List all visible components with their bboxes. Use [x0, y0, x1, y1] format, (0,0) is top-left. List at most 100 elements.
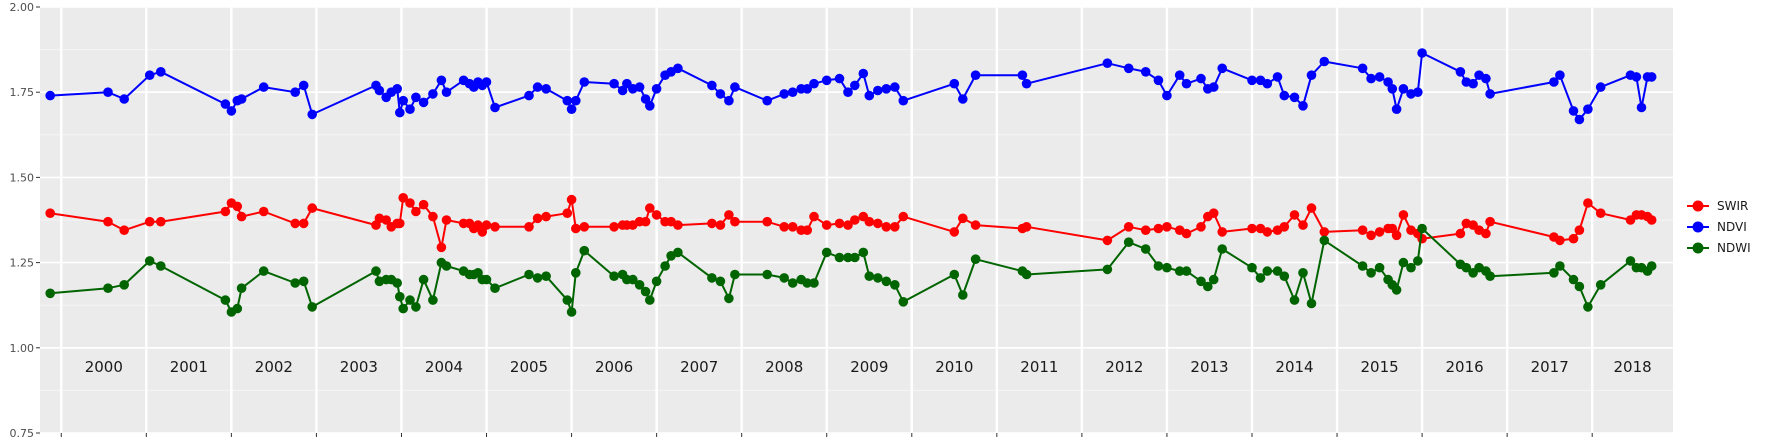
data-point-ndwi	[1398, 257, 1409, 268]
data-point-swir	[762, 216, 772, 227]
data-point-ndvi	[821, 75, 832, 86]
data-point-ndvi	[1555, 70, 1565, 80]
data-point-ndvi	[144, 70, 155, 80]
data-point-ndvi	[898, 95, 909, 106]
data-point-swir	[715, 220, 726, 230]
y-tick-label: 1.50	[10, 171, 35, 184]
data-point-ndwi	[1413, 256, 1423, 266]
data-point-swir	[645, 203, 655, 213]
data-point-ndwi	[802, 278, 812, 288]
year-label: 2010	[935, 358, 973, 376]
data-point-ndvi	[1217, 63, 1227, 74]
data-point-ndwi	[640, 286, 651, 297]
series-ndwi	[45, 223, 1657, 317]
data-point-ndvi	[258, 82, 269, 92]
data-point-ndvi	[541, 84, 551, 94]
legend-key-point	[1692, 200, 1704, 212]
data-point-swir	[881, 222, 892, 232]
data-point-swir	[843, 220, 853, 230]
data-point-ndvi	[1485, 89, 1495, 99]
data-point-ndwi	[1374, 262, 1385, 273]
data-point-ndvi	[307, 109, 318, 120]
data-point-ndvi	[890, 82, 900, 92]
data-point-ndvi	[1413, 87, 1423, 97]
data-point-ndwi	[1319, 235, 1330, 246]
data-point-swir	[307, 203, 318, 213]
data-point-swir	[673, 220, 683, 230]
data-point-ndvi	[1583, 104, 1593, 114]
data-point-ndwi	[634, 280, 645, 290]
legend-key-point	[1692, 242, 1704, 254]
data-point-ndwi	[1298, 268, 1308, 278]
data-point-ndvi	[1631, 72, 1642, 82]
data-point-ndvi	[673, 63, 683, 74]
data-point-ndvi	[634, 82, 645, 92]
data-point-ndwi	[707, 273, 717, 283]
data-point-swir	[481, 220, 492, 230]
data-point-swir	[1153, 223, 1164, 234]
data-point-swir	[220, 206, 231, 217]
year-label: 2016	[1446, 358, 1484, 376]
data-point-swir	[566, 194, 577, 205]
data-point-ndvi	[156, 67, 166, 77]
data-point-ndwi	[673, 247, 683, 258]
data-point-ndwi	[307, 302, 318, 312]
data-point-swir	[1398, 210, 1409, 220]
data-point-swir	[890, 222, 900, 232]
legend-key-point	[1692, 221, 1704, 233]
data-point-ndwi	[809, 278, 819, 288]
data-point-ndvi	[1289, 92, 1300, 103]
data-point-ndwi	[232, 303, 243, 314]
data-point-ndwi	[970, 254, 981, 264]
data-point-swir	[1574, 225, 1585, 235]
data-point-ndwi	[566, 307, 577, 317]
y-tick-label: 2.00	[10, 1, 35, 14]
data-point-ndwi	[1406, 262, 1416, 273]
y-axis: 0.75 1.00 1.25 1.50 1.75 2.00	[10, 1, 40, 440]
data-point-ndvi	[579, 77, 590, 87]
year-label: 2005	[510, 358, 548, 376]
year-label: 2007	[680, 358, 718, 376]
data-point-ndwi	[1555, 261, 1565, 271]
data-point-swir	[898, 211, 909, 222]
data-point-ndwi	[762, 269, 772, 280]
data-point-ndwi	[724, 293, 734, 304]
data-point-ndvi	[1646, 72, 1657, 82]
data-point-ndvi	[958, 94, 968, 104]
data-point-ndvi	[858, 68, 869, 79]
data-point-swir	[236, 211, 247, 222]
year-label: 2003	[340, 358, 378, 376]
data-point-swir	[1568, 233, 1579, 244]
data-point-ndwi	[1549, 268, 1559, 278]
data-point-ndwi	[1153, 261, 1164, 271]
data-point-ndwi	[1625, 256, 1636, 266]
data-point-swir	[156, 216, 166, 227]
data-point-ndvi	[1574, 114, 1585, 125]
series-layer	[45, 48, 1657, 317]
data-point-swir	[1391, 230, 1402, 241]
data-point-swir	[298, 218, 309, 229]
data-point-ndvi	[1636, 102, 1647, 113]
data-point-ndvi	[1153, 75, 1164, 86]
data-point-ndwi	[1595, 280, 1606, 290]
data-point-swir	[1357, 225, 1368, 235]
data-point-ndvi	[481, 77, 492, 87]
data-point-ndwi	[1583, 302, 1593, 312]
data-point-swir	[821, 220, 832, 230]
data-point-ndwi	[298, 276, 309, 287]
data-point-ndwi	[1181, 266, 1192, 276]
data-point-ndwi	[1140, 244, 1151, 254]
data-point-ndwi	[119, 280, 129, 290]
data-point-swir	[1555, 235, 1565, 246]
data-point-ndvi	[1374, 72, 1385, 82]
data-point-ndvi	[103, 87, 113, 97]
data-point-swir	[730, 216, 740, 227]
data-point-ndwi	[858, 247, 869, 258]
data-point-swir	[490, 222, 500, 232]
data-point-swir	[411, 206, 421, 217]
y-tick-label: 1.25	[10, 257, 35, 270]
legend-label: NDVI	[1717, 220, 1747, 234]
data-point-ndvi	[1102, 58, 1113, 68]
data-point-ndwi	[428, 295, 438, 305]
data-point-ndvi	[374, 85, 385, 96]
